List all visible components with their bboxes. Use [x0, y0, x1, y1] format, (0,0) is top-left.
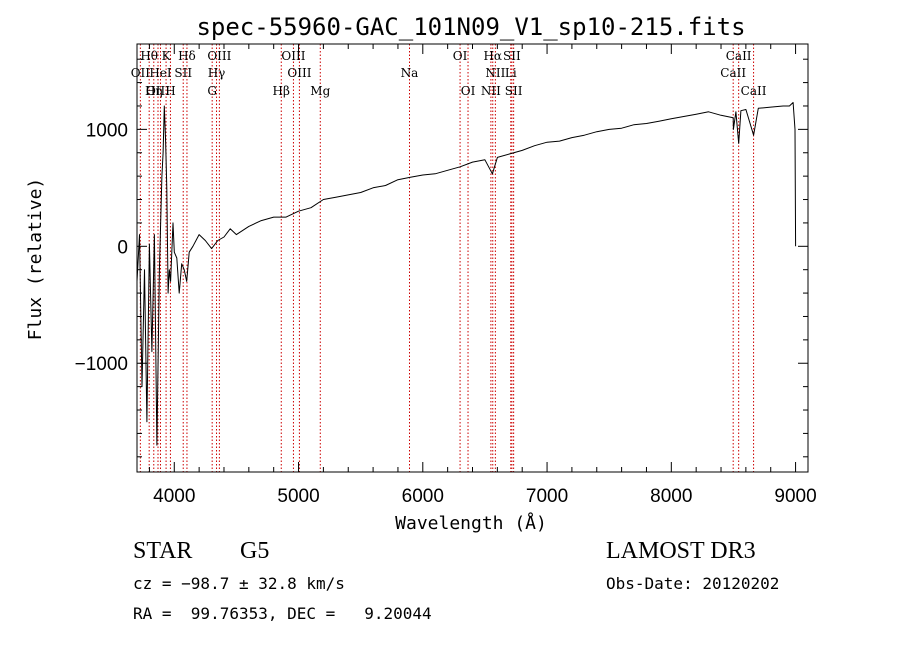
x-tick-label: 9000: [774, 486, 816, 507]
survey-name: LAMOST DR3: [606, 538, 756, 564]
spectral-line-label: SII: [174, 66, 192, 80]
spectral-line-label: G: [207, 84, 217, 98]
spectral-line-label: Hβ: [273, 84, 290, 98]
x-tick-label: 7000: [526, 486, 568, 507]
x-tick-label: 5000: [277, 486, 319, 507]
spectral-line-label: OIII: [146, 84, 170, 98]
spectral-line-label: CaII: [726, 49, 752, 63]
spectral-line-label: Li: [505, 66, 517, 80]
spectral-line-label: HeI: [149, 66, 172, 80]
spectral-line-label: OI: [453, 49, 468, 63]
spectral-line-label: K: [162, 49, 172, 63]
y-tick-label: 0: [117, 237, 128, 258]
spectral-line-label: Hδ: [178, 49, 196, 63]
spectral-line-label: OIII: [207, 49, 231, 63]
x-tick-label: 4000: [153, 486, 195, 507]
chart-title: spec-55960-GAC_101N09_V1_sp10-215.fits: [196, 13, 745, 41]
spectral-line-label: Hγ: [208, 66, 226, 80]
y-tick-label: −1000: [75, 354, 128, 375]
coordinates: RA = 99.76353, DEC = 9.20044: [133, 604, 432, 623]
spectral-line-label: OIII: [281, 49, 305, 63]
observation-date: Obs-Date: 20120202: [606, 574, 780, 593]
spectral-line-label: Na: [401, 66, 419, 80]
y-tick-label: 1000: [86, 120, 128, 141]
spectral-line-label: OI: [461, 84, 476, 98]
spectrum-line: [136, 102, 797, 446]
x-tick-label: 6000: [402, 486, 444, 507]
spectral-line-label: OIII: [287, 66, 311, 80]
redshift-cz: cz = −98.7 ± 32.8 km/s: [133, 574, 345, 593]
x-tick-label: 8000: [650, 486, 692, 507]
spectral-line-label: CaII: [741, 84, 767, 98]
x-axis-label: Wavelength (Å): [395, 512, 547, 534]
axis-ticks: [137, 44, 808, 472]
spectral-line-label: Hη: [145, 84, 163, 98]
spectral-line-label: NII: [481, 84, 501, 98]
spectral-line-label: NII: [485, 66, 505, 80]
series-layer: [136, 102, 797, 446]
plot-frame: [136, 43, 809, 473]
object-subclass: G5: [240, 538, 270, 564]
spectral-line-label: Mg: [310, 84, 330, 98]
spectral-line-label: CaII: [720, 66, 746, 80]
spectral-line-label: Hθ: [140, 49, 158, 63]
axis-tick-labels: 4000 5000 6000 7000 8000 9000 −1000 0 1000: [75, 120, 817, 507]
spectral-line-label: SII: [503, 49, 521, 63]
spectral-line-markers: [139, 44, 755, 472]
spectral-line-label: H: [165, 84, 175, 98]
spectral-line-label: Hα: [483, 49, 502, 63]
spectral-line-label: SII: [505, 84, 523, 98]
spectral-line-label: OII: [131, 66, 151, 80]
y-axis-label: Flux (relative): [25, 178, 46, 341]
object-class: STAR: [133, 538, 193, 564]
